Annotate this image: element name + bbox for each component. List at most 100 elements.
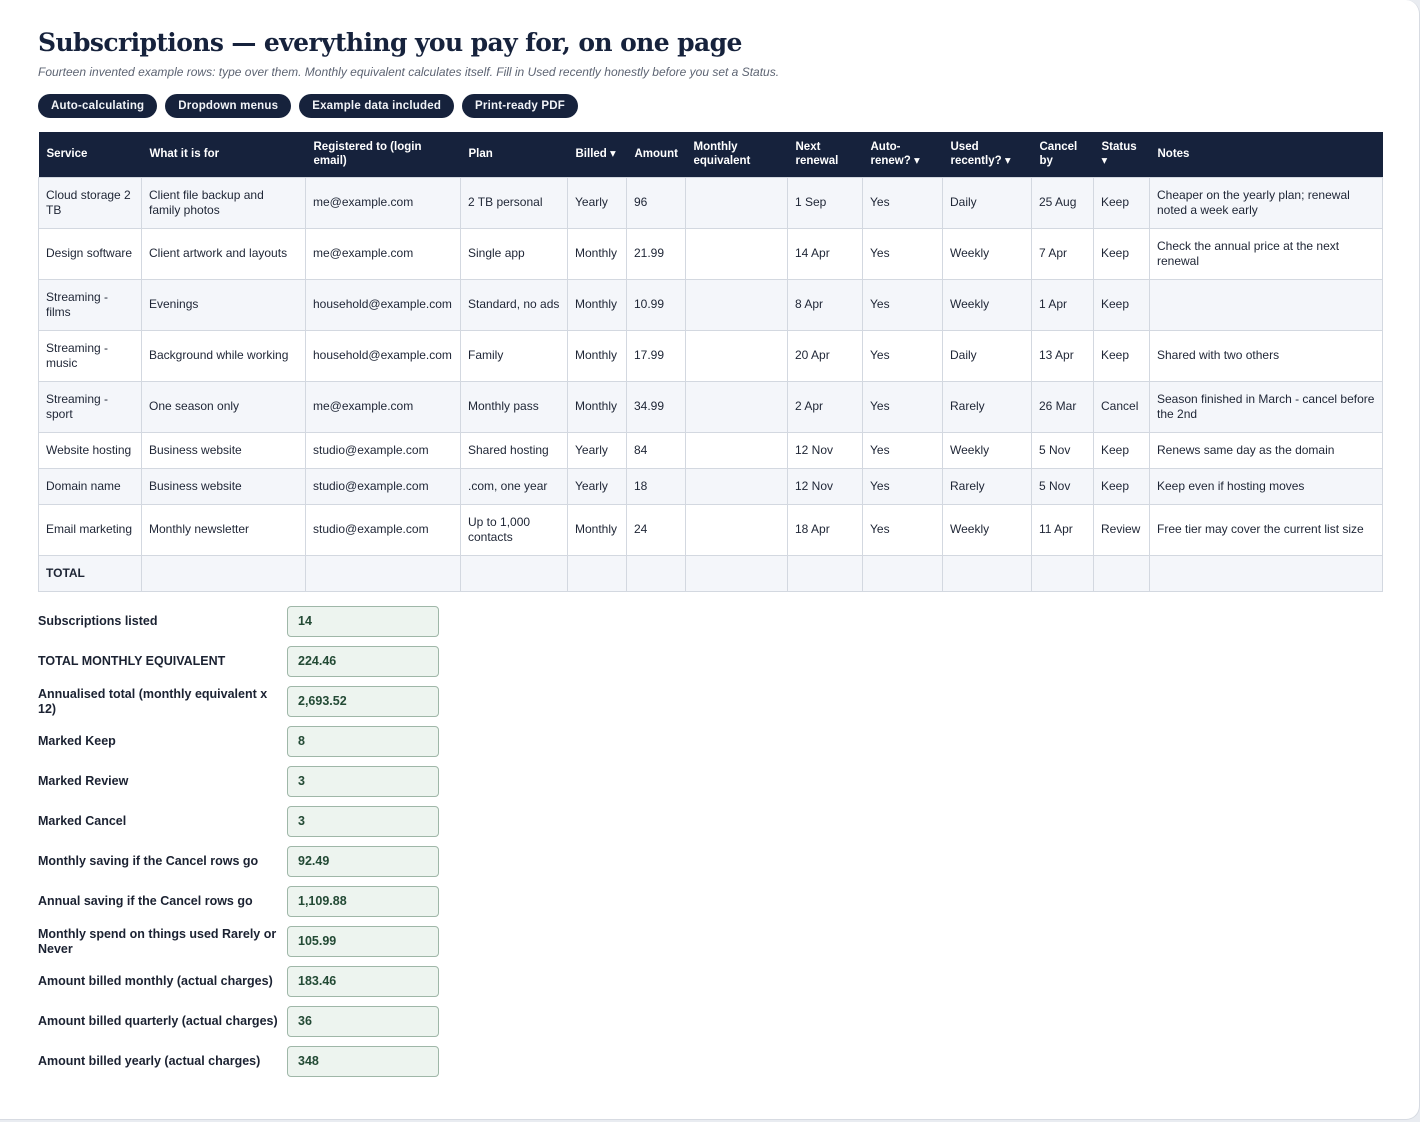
cell-service[interactable]: Design software [38,227,142,280]
cell-plan[interactable]: Single app [460,227,568,280]
cell-notes[interactable]: Check the annual price at the next renew… [1149,227,1383,280]
cell-plan[interactable]: Up to 1,000 contacts [460,503,568,556]
cell-service[interactable]: Cloud storage 2 TB [38,176,142,229]
cell-used-recently[interactable]: Weekly [942,431,1032,469]
cell-used-recently[interactable]: Weekly [942,503,1032,556]
cell-purpose[interactable]: Client artwork and layouts [141,227,306,280]
cell-auto-renew[interactable]: Yes [862,278,943,331]
cell-billed[interactable]: Monthly [567,503,627,556]
cell-next-renewal[interactable]: 20 Apr [787,329,863,382]
cell-used-recently[interactable]: Rarely [942,467,1032,505]
cell-amount[interactable]: 10.99 [626,278,686,331]
cell-plan[interactable]: .com, one year [460,467,568,505]
cell-auto-renew[interactable]: Yes [862,176,943,229]
cell-auto-renew[interactable]: Yes [862,431,943,469]
cell-billed[interactable]: Yearly [567,431,627,469]
cell-notes[interactable]: Shared with two others [1149,329,1383,382]
cell-purpose[interactable]: Client file backup and family photos [141,176,306,229]
cell-notes[interactable]: Cheaper on the yearly plan; renewal note… [1149,176,1383,229]
cell-notes[interactable]: Renews same day as the domain [1149,431,1383,469]
cell-purpose[interactable]: Background while working [141,329,306,382]
cell-purpose[interactable]: Monthly newsletter [141,503,306,556]
cell-plan[interactable]: Shared hosting [460,431,568,469]
cell-billed[interactable]: Monthly [567,380,627,433]
cell-status[interactable]: Keep [1093,467,1150,505]
cell-login[interactable]: household@example.com [305,278,461,331]
cell-login[interactable]: studio@example.com [305,431,461,469]
cell-cancel-by[interactable]: 7 Apr [1031,227,1094,280]
cell-notes[interactable] [1149,278,1383,331]
cell-auto-renew[interactable]: Yes [862,380,943,433]
cell-used-recently[interactable]: Weekly [942,278,1032,331]
cell-used-recently[interactable]: Daily [942,329,1032,382]
cell-service[interactable]: Email marketing [38,503,142,556]
cell-status[interactable]: Keep [1093,278,1150,331]
cell-next-renewal[interactable]: 2 Apr [787,380,863,433]
cell-next-renewal[interactable]: 1 Sep [787,176,863,229]
cell-amount[interactable]: 34.99 [626,380,686,433]
col-used-recently[interactable]: Used recently? ▾ [942,132,1032,177]
cell-notes[interactable]: Free tier may cover the current list siz… [1149,503,1383,556]
cell-service[interactable]: Streaming - sport [38,380,142,433]
cell-status[interactable]: Keep [1093,431,1150,469]
cell-notes[interactable]: Keep even if hosting moves [1149,467,1383,505]
cell-service[interactable]: Streaming - films [38,278,142,331]
cell-next-renewal[interactable]: 18 Apr [787,503,863,556]
cell-used-recently[interactable]: Daily [942,176,1032,229]
cell-next-renewal[interactable]: 12 Nov [787,467,863,505]
cell-status[interactable]: Review [1093,503,1150,556]
cell-amount[interactable]: 21.99 [626,227,686,280]
cell-plan[interactable]: Family [460,329,568,382]
col-auto-renew[interactable]: Auto-renew? ▾ [862,132,943,177]
cell-service[interactable]: Streaming - music [38,329,142,382]
cell-status[interactable]: Keep [1093,329,1150,382]
cell-cancel-by[interactable]: 5 Nov [1031,431,1094,469]
cell-cancel-by[interactable]: 13 Apr [1031,329,1094,382]
cell-amount[interactable]: 24 [626,503,686,556]
cell-amount[interactable]: 96 [626,176,686,229]
cell-billed[interactable]: Monthly [567,278,627,331]
cell-plan[interactable]: Monthly pass [460,380,568,433]
cell-login[interactable]: me@example.com [305,380,461,433]
cell-purpose[interactable]: One season only [141,380,306,433]
cell-billed[interactable]: Yearly [567,467,627,505]
cell-purpose[interactable]: Evenings [141,278,306,331]
cell-next-renewal[interactable]: 8 Apr [787,278,863,331]
cell-next-renewal[interactable]: 14 Apr [787,227,863,280]
cell-plan[interactable]: 2 TB personal [460,176,568,229]
cell-used-recently[interactable]: Weekly [942,227,1032,280]
cell-purpose[interactable]: Business website [141,467,306,505]
cell-status[interactable]: Keep [1093,176,1150,229]
cell-amount[interactable]: 84 [626,431,686,469]
col-status[interactable]: Status ▾ [1093,132,1150,177]
cell-cancel-by[interactable]: 1 Apr [1031,278,1094,331]
cell-notes[interactable]: Season finished in March - cancel before… [1149,380,1383,433]
cell-status[interactable]: Keep [1093,227,1150,280]
col-billed[interactable]: Billed ▾ [567,132,627,177]
cell-login[interactable]: me@example.com [305,227,461,280]
cell-auto-renew[interactable]: Yes [862,329,943,382]
cell-billed[interactable]: Monthly [567,227,627,280]
cell-purpose[interactable]: Business website [141,431,306,469]
cell-plan[interactable]: Standard, no ads [460,278,568,331]
cell-billed[interactable]: Monthly [567,329,627,382]
cell-login[interactable]: me@example.com [305,176,461,229]
cell-service[interactable]: Domain name [38,467,142,505]
cell-service[interactable]: Website hosting [38,431,142,469]
cell-cancel-by[interactable]: 11 Apr [1031,503,1094,556]
cell-cancel-by[interactable]: 5 Nov [1031,467,1094,505]
cell-auto-renew[interactable]: Yes [862,467,943,505]
cell-auto-renew[interactable]: Yes [862,227,943,280]
cell-used-recently[interactable]: Rarely [942,380,1032,433]
cell-login[interactable]: household@example.com [305,329,461,382]
cell-login[interactable]: studio@example.com [305,467,461,505]
cell-amount[interactable]: 18 [626,467,686,505]
cell-login[interactable]: studio@example.com [305,503,461,556]
cell-next-renewal[interactable]: 12 Nov [787,431,863,469]
cell-billed[interactable]: Yearly [567,176,627,229]
cell-status[interactable]: Cancel [1093,380,1150,433]
cell-amount[interactable]: 17.99 [626,329,686,382]
cell-cancel-by[interactable]: 26 Mar [1031,380,1094,433]
cell-auto-renew[interactable]: Yes [862,503,943,556]
cell-cancel-by[interactable]: 25 Aug [1031,176,1094,229]
